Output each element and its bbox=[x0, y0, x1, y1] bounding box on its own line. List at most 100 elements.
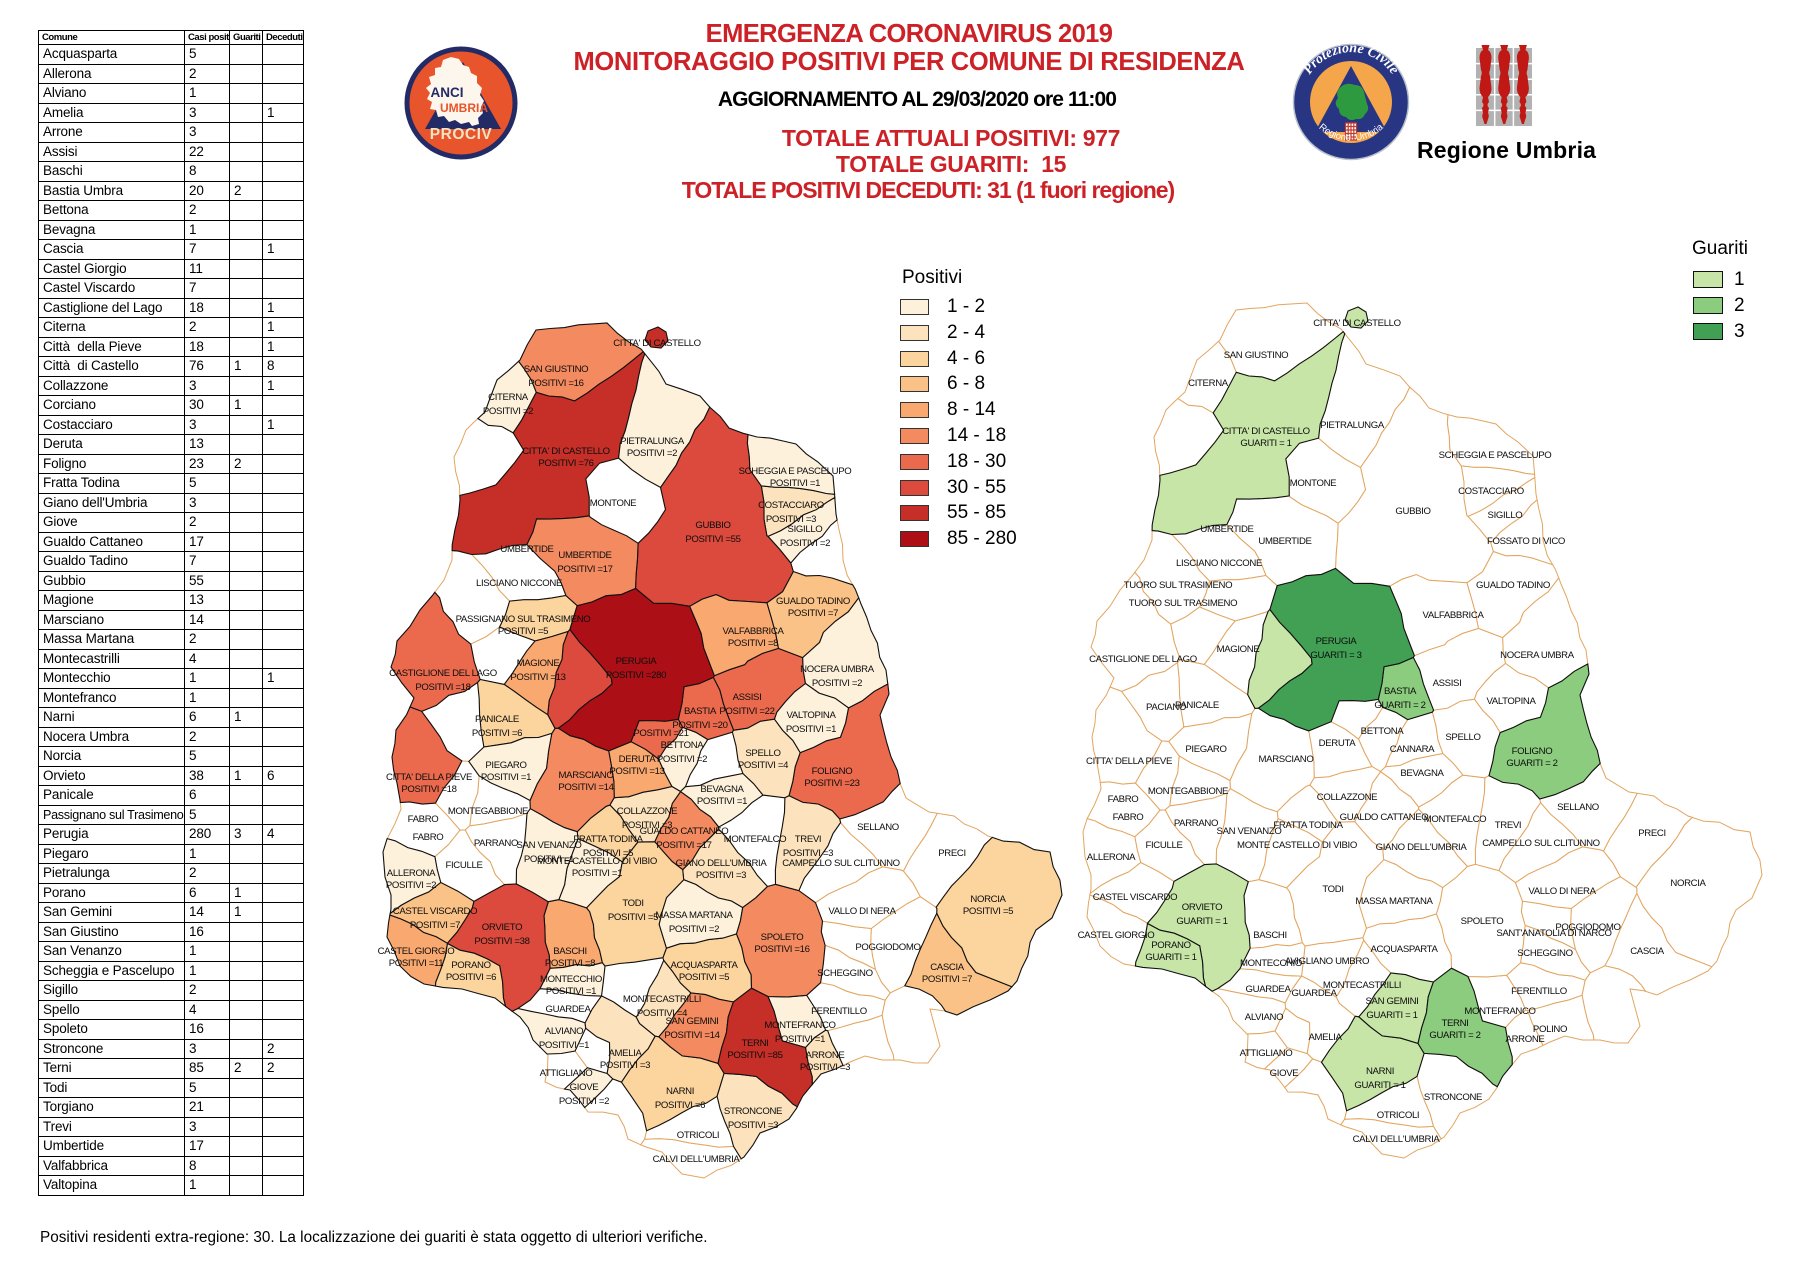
svg-text:FOLIGNO: FOLIGNO bbox=[1512, 746, 1553, 757]
svg-text:LISCIANO NICCONE: LISCIANO NICCONE bbox=[1176, 558, 1262, 569]
svg-text:FERENTILLO: FERENTILLO bbox=[811, 1006, 867, 1017]
svg-text:GUARITI = 1: GUARITI = 1 bbox=[1366, 1010, 1417, 1021]
svg-text:GUARITI = 1: GUARITI = 1 bbox=[1176, 916, 1227, 927]
svg-text:FABRO: FABRO bbox=[413, 832, 444, 843]
svg-text:CITTA' DELLA PIEVE: CITTA' DELLA PIEVE bbox=[1086, 756, 1172, 767]
svg-text:POSITIVI =8: POSITIVI =8 bbox=[728, 638, 778, 649]
svg-text:POSITIVI =1: POSITIVI =1 bbox=[770, 478, 820, 489]
svg-text:ALVIANO: ALVIANO bbox=[545, 1026, 583, 1037]
svg-text:SCHEGGINO: SCHEGGINO bbox=[817, 968, 873, 979]
svg-text:MAGIONE: MAGIONE bbox=[1217, 644, 1260, 655]
svg-text:CALVI DELL'UMBRIA: CALVI DELL'UMBRIA bbox=[1353, 1134, 1441, 1145]
svg-text:PORANO: PORANO bbox=[451, 960, 490, 971]
svg-text:MONTEFALCO: MONTEFALCO bbox=[1424, 814, 1487, 825]
svg-text:SELLANO: SELLANO bbox=[1557, 802, 1599, 813]
svg-text:TERNI: TERNI bbox=[1441, 1018, 1468, 1029]
svg-text:POSITIVI =1: POSITIVI =1 bbox=[572, 868, 622, 879]
svg-text:GIANO DELL'UMBRIA: GIANO DELL'UMBRIA bbox=[676, 858, 768, 869]
svg-text:CASTEL GIORGIO: CASTEL GIORGIO bbox=[378, 946, 455, 957]
svg-text:ORVIETO: ORVIETO bbox=[482, 922, 522, 933]
svg-text:POSITIVI =5: POSITIVI =5 bbox=[498, 626, 548, 637]
svg-text:CASTEL VISCARDO: CASTEL VISCARDO bbox=[1093, 892, 1178, 903]
svg-text:SAN GIUSTINO: SAN GIUSTINO bbox=[524, 364, 589, 375]
svg-text:SAN VENANZO: SAN VENANZO bbox=[1217, 826, 1282, 837]
svg-text:FABRO: FABRO bbox=[1113, 812, 1144, 823]
svg-text:FERENTILLO: FERENTILLO bbox=[1511, 986, 1567, 997]
svg-text:ASSISI: ASSISI bbox=[733, 692, 762, 703]
svg-text:MASSA MARTANA: MASSA MARTANA bbox=[655, 910, 733, 921]
svg-text:COLLAZZONE: COLLAZZONE bbox=[617, 806, 677, 817]
svg-text:DERUTA: DERUTA bbox=[619, 754, 657, 765]
svg-text:FRATTA TODINA: FRATTA TODINA bbox=[1273, 820, 1343, 831]
svg-text:COSTACCIARO: COSTACCIARO bbox=[758, 500, 824, 511]
svg-text:ANCI: ANCI bbox=[431, 85, 464, 100]
svg-text:VALFABBRICA: VALFABBRICA bbox=[1422, 610, 1484, 621]
svg-text:POSITIVI =1: POSITIVI =1 bbox=[775, 1034, 825, 1045]
svg-text:ORVIETO: ORVIETO bbox=[1182, 902, 1222, 913]
svg-text:CASTIGLIONE DEL LAGO: CASTIGLIONE DEL LAGO bbox=[1089, 654, 1197, 665]
svg-text:POSITIVI =18: POSITIVI =18 bbox=[401, 784, 456, 795]
svg-text:POSITIVI =22: POSITIVI =22 bbox=[719, 706, 774, 717]
svg-text:TREVI: TREVI bbox=[1495, 820, 1522, 831]
svg-text:SAN VENANZO: SAN VENANZO bbox=[517, 840, 582, 851]
svg-text:POSITIVI =2: POSITIVI =2 bbox=[627, 448, 677, 459]
svg-text:POSITIVI =3: POSITIVI =3 bbox=[728, 1120, 778, 1131]
svg-text:FICULLE: FICULLE bbox=[1145, 840, 1182, 851]
svg-text:PIETRALUNGA: PIETRALUNGA bbox=[1320, 420, 1385, 431]
svg-text:MAGIONE: MAGIONE bbox=[517, 658, 560, 669]
svg-text:POSITIVI =7: POSITIVI =7 bbox=[788, 608, 838, 619]
svg-text:GUALDO TADINO: GUALDO TADINO bbox=[776, 596, 850, 607]
svg-text:POSITIVI =21: POSITIVI =21 bbox=[633, 728, 688, 739]
svg-text:POSITIVI =7: POSITIVI =7 bbox=[922, 974, 972, 985]
svg-text:STRONCONE: STRONCONE bbox=[1424, 1092, 1482, 1103]
svg-text:GUARDEA: GUARDEA bbox=[546, 1004, 592, 1015]
svg-text:CITERNA: CITERNA bbox=[488, 392, 529, 403]
svg-text:POLINO: POLINO bbox=[1533, 1024, 1567, 1035]
svg-text:GUARITI = 2: GUARITI = 2 bbox=[1374, 700, 1425, 711]
svg-text:POSITIVI =3: POSITIVI =3 bbox=[696, 870, 746, 881]
svg-text:GUARITI = 1: GUARITI = 1 bbox=[1354, 1080, 1405, 1091]
svg-text:ACQUASPARTA: ACQUASPARTA bbox=[1370, 944, 1438, 955]
svg-text:POSITIVI =2: POSITIVI =2 bbox=[386, 880, 436, 891]
svg-text:UMBRIA: UMBRIA bbox=[440, 101, 488, 115]
svg-text:ARRONE: ARRONE bbox=[1506, 1034, 1545, 1045]
svg-text:POSITIVI =38: POSITIVI =38 bbox=[474, 936, 529, 947]
svg-text:POSITIVI =18: POSITIVI =18 bbox=[415, 682, 470, 693]
svg-text:POSITIVI =2: POSITIVI =2 bbox=[559, 1096, 609, 1107]
svg-text:GUARDEA: GUARDEA bbox=[1246, 984, 1292, 995]
svg-text:POSITIVI =5: POSITIVI =5 bbox=[583, 848, 633, 859]
svg-text:BASTIA: BASTIA bbox=[684, 706, 717, 717]
svg-text:AVIGLIANO UMBRO: AVIGLIANO UMBRO bbox=[1285, 956, 1369, 967]
svg-text:ALLERONA: ALLERONA bbox=[387, 868, 436, 879]
svg-text:MARSCIANO: MARSCIANO bbox=[1259, 754, 1314, 765]
svg-text:GIOVE: GIOVE bbox=[570, 1082, 599, 1093]
svg-text:POSITIVI =8: POSITIVI =8 bbox=[545, 958, 595, 969]
svg-text:GUARITI = 3: GUARITI = 3 bbox=[1310, 650, 1361, 661]
svg-text:GIOVE: GIOVE bbox=[1270, 1068, 1299, 1079]
svg-text:POSITIVI =6: POSITIVI =6 bbox=[446, 972, 496, 983]
svg-text:POSITIVI =16: POSITIVI =16 bbox=[528, 378, 583, 389]
svg-text:ATTIGLIANO: ATTIGLIANO bbox=[1240, 1048, 1293, 1059]
svg-text:COLLAZZONE: COLLAZZONE bbox=[1317, 792, 1377, 803]
svg-text:TODI: TODI bbox=[622, 898, 643, 909]
svg-text:LISCIANO NICCONE: LISCIANO NICCONE bbox=[476, 578, 562, 589]
svg-text:FABRO: FABRO bbox=[1108, 794, 1139, 805]
svg-text:VALTOPINA: VALTOPINA bbox=[1486, 696, 1536, 707]
svg-text:TODI: TODI bbox=[1322, 884, 1343, 895]
svg-text:MONTE CASTELLO DI VIBIO: MONTE CASTELLO DI VIBIO bbox=[1237, 840, 1357, 851]
svg-text:SCHEGGIA E PASCELUPO: SCHEGGIA E PASCELUPO bbox=[739, 466, 852, 477]
svg-text:POSITIVI =3: POSITIVI =3 bbox=[766, 514, 816, 525]
svg-text:POSITIVI =5: POSITIVI =5 bbox=[679, 972, 729, 983]
svg-text:BETTONA: BETTONA bbox=[1361, 726, 1405, 737]
svg-text:NOCERA UMBRA: NOCERA UMBRA bbox=[800, 664, 875, 675]
svg-text:CASTIGLIONE DEL LAGO: CASTIGLIONE DEL LAGO bbox=[389, 668, 497, 679]
svg-text:UMBERTIDE: UMBERTIDE bbox=[1258, 536, 1311, 547]
svg-text:SAN GEMINI: SAN GEMINI bbox=[1365, 996, 1418, 1007]
svg-text:POSITIVI =1: POSITIVI =1 bbox=[697, 796, 747, 807]
svg-text:POSITIVI =7: POSITIVI =7 bbox=[410, 920, 460, 931]
svg-text:PASSIGNANO SUL TRASIMENO: PASSIGNANO SUL TRASIMENO bbox=[456, 614, 591, 625]
svg-text:BASTIA: BASTIA bbox=[1384, 686, 1417, 697]
svg-text:CITTA' DI CASTELLO: CITTA' DI CASTELLO bbox=[613, 338, 701, 349]
svg-text:TERNI: TERNI bbox=[741, 1038, 768, 1049]
svg-text:POSITIVI =2: POSITIVI =2 bbox=[812, 678, 862, 689]
